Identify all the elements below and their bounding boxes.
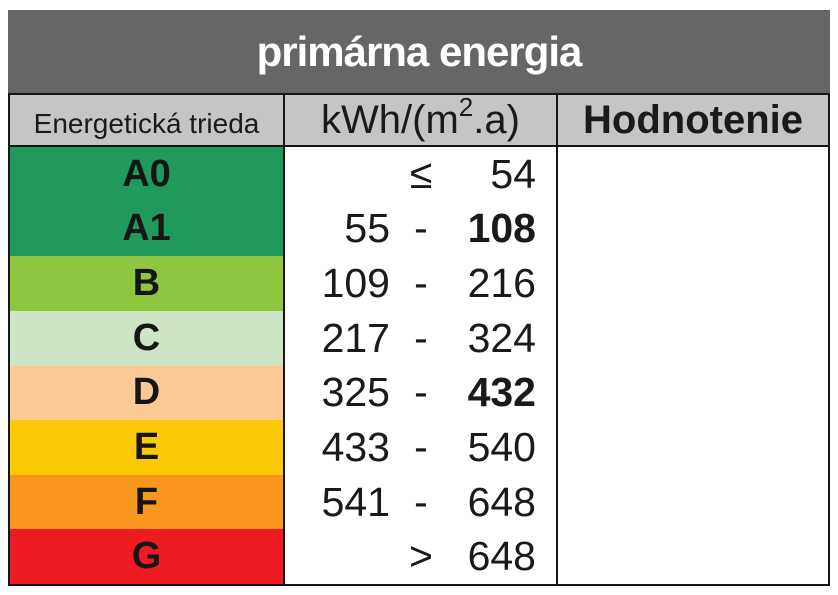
range-cell: 55 - 108 bbox=[283, 201, 556, 257]
header-unit: kWh/(m 2 .a) bbox=[283, 91, 556, 145]
range-upper: 540 bbox=[467, 423, 536, 470]
range-separator: - bbox=[414, 260, 428, 307]
range-upper: 108 bbox=[467, 205, 536, 252]
table-row-g: G > 648 bbox=[10, 529, 828, 584]
range-lower: 433 bbox=[321, 423, 390, 470]
table-row-a0: A0 ≤ 54 bbox=[10, 147, 828, 202]
range-upper: 216 bbox=[467, 260, 536, 307]
range-separator: - bbox=[414, 369, 428, 416]
range-cell: ≤ 54 bbox=[283, 147, 556, 202]
rating-cell bbox=[556, 147, 828, 202]
energy-class-cell: C bbox=[10, 310, 283, 366]
energy-class-cell: A1 bbox=[10, 201, 283, 257]
energy-class-cell: G bbox=[10, 529, 283, 584]
range-separator: - bbox=[414, 314, 428, 361]
energy-class-cell: A0 bbox=[10, 147, 283, 202]
range-lower: 55 bbox=[344, 205, 390, 252]
table-row-f: F 541 - 648 bbox=[10, 474, 828, 530]
energy-class-label: A1 bbox=[122, 207, 171, 250]
header-energy-class-label: Energetická trieda bbox=[33, 108, 260, 139]
range-lower: 541 bbox=[321, 478, 390, 525]
table-body: A0 ≤ 54 A1 55 - 108 bbox=[10, 147, 828, 584]
range-separator: ≤ bbox=[409, 150, 433, 197]
rating-cell bbox=[556, 529, 828, 584]
unit-suffix: .a) bbox=[473, 97, 520, 142]
range-separator: > bbox=[409, 533, 433, 580]
rating-cell bbox=[556, 256, 828, 311]
range-cell: 433 - 540 bbox=[283, 420, 556, 475]
range-lower: 109 bbox=[321, 260, 390, 307]
table-row-b: B 109 - 216 bbox=[10, 256, 828, 311]
range-cell: 109 - 216 bbox=[283, 256, 556, 311]
rating-cell bbox=[556, 201, 828, 257]
rating-cell bbox=[556, 365, 828, 421]
range-cell: 217 - 324 bbox=[283, 310, 556, 366]
energy-class-label: G bbox=[131, 535, 162, 578]
energy-class-cell: F bbox=[10, 474, 283, 530]
range-separator: - bbox=[414, 423, 428, 470]
range-cell: > 648 bbox=[283, 529, 556, 584]
energy-class-label: F bbox=[134, 480, 159, 523]
range-upper: 54 bbox=[490, 150, 536, 197]
table-title: primárna energia bbox=[256, 27, 583, 75]
range-separator: - bbox=[414, 205, 428, 252]
header-energy-class: Energetická trieda bbox=[10, 95, 283, 145]
unit-prefix: kWh/(m bbox=[321, 97, 459, 142]
table-row-c: C 217 - 324 bbox=[10, 310, 828, 366]
energy-class-label: D bbox=[132, 371, 161, 414]
range-cell: 325 - 432 bbox=[283, 365, 556, 421]
range-upper: 432 bbox=[467, 369, 536, 416]
range-upper: 648 bbox=[467, 478, 536, 525]
energy-class-label: B bbox=[132, 262, 161, 305]
unit-superscript: 2 bbox=[458, 91, 474, 122]
range-cell: 541 - 648 bbox=[283, 474, 556, 530]
range-separator: - bbox=[414, 478, 428, 525]
table-row-d: D 325 - 432 bbox=[10, 365, 828, 421]
range-upper: 324 bbox=[467, 314, 536, 361]
header-row: Energetická trieda kWh/(m 2 .a) Hodnotenie bbox=[10, 91, 828, 147]
range-lower: 325 bbox=[321, 369, 390, 416]
header-rating-label: Hodnotenie bbox=[583, 97, 803, 142]
table-row-a1: A1 55 - 108 bbox=[10, 201, 828, 257]
energy-class-cell: E bbox=[10, 420, 283, 475]
title-bar: primárna energia bbox=[8, 10, 830, 93]
energy-class-label: C bbox=[132, 316, 161, 359]
energy-class-label: E bbox=[133, 425, 160, 468]
table-row-e: E 433 - 540 bbox=[10, 420, 828, 475]
energy-rating-table: primárna energia Energetická trieda kWh/… bbox=[8, 10, 830, 586]
rating-cell bbox=[556, 310, 828, 366]
rating-cell bbox=[556, 420, 828, 475]
energy-class-cell: B bbox=[10, 256, 283, 311]
energy-class-cell: D bbox=[10, 365, 283, 421]
range-lower: 217 bbox=[321, 314, 390, 361]
range-upper: 648 bbox=[467, 533, 536, 580]
header-rating: Hodnotenie bbox=[556, 95, 828, 145]
rating-cell bbox=[556, 474, 828, 530]
energy-class-label: A0 bbox=[122, 152, 171, 195]
rating-table: Energetická trieda kWh/(m 2 .a) Hodnotenie… bbox=[8, 91, 830, 586]
